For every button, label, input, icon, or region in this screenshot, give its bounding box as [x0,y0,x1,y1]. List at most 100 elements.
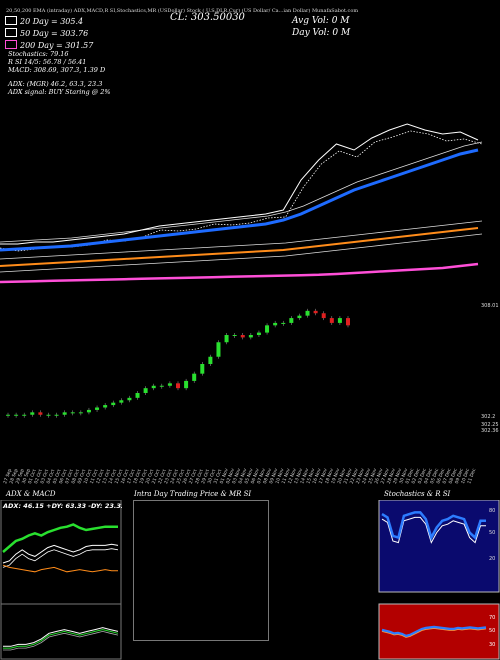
candle-body [273,322,278,326]
candle-body [135,393,140,398]
candle-body [159,385,164,387]
date-tick-label: 30 Nov [398,467,409,484]
price-line [0,123,479,245]
date-tick-label: 24 Nov [361,467,372,484]
date-tick-label: 14 Oct [107,468,118,484]
date-tick-label: 03 Nov [231,467,242,484]
macd-hist-line [3,630,119,651]
date-tick-label: 10 Dec [460,467,471,484]
candle-body [329,318,334,323]
stoch-k-line [381,511,486,541]
date-tick-label: 02 Dec [411,467,422,484]
date-tick-label: 05 Oct [52,468,63,484]
sma-legend-20: 20 Day = 305.4 [5,16,83,26]
stochastics-rsi-panel: 80 50 20 70 50 30 [378,500,500,660]
candle-body [78,412,83,414]
stoch-tick-50: 50 [489,530,495,536]
date-tick-label: 22 Nov [349,467,360,484]
candle-body [111,402,116,406]
rsi-tick-30: 30 [489,642,495,648]
candle-body [62,412,67,415]
candle-body [248,335,253,338]
candle-body [240,335,245,338]
date-tick-label: 25 Oct [175,468,186,484]
price-dotted-line [0,130,483,252]
candle-body [289,318,294,323]
stochastics-readout: Stochastics: 79.16 [8,50,69,58]
date-tick-label: 28 Sep [8,468,19,485]
date-tick-label: 03 Dec [417,467,428,484]
sma-50-label: 50 Day = 303.76 [20,29,89,38]
candle-body [38,412,43,415]
intraday-panel [133,500,269,641]
adx-panel-title: ADX & MACD [6,490,56,498]
macd-line [3,627,119,647]
date-tick-label: 17 Oct [126,468,137,484]
sma-20-swatch [5,16,17,25]
candle-body [95,407,100,410]
date-tick-label: 20 Oct [145,468,156,484]
date-tick-label: 18 Oct [132,468,143,484]
stoch-tick-80: 80 [489,508,495,514]
date-tick-label: 09 Oct [76,468,87,484]
rsi-signal-line [381,628,487,638]
intraday-panel-title: Intra Day Trading Price & MR SI [134,490,252,498]
date-tick-label: 04 Dec [423,467,434,484]
date-tick-label: 13 Nov [293,467,304,484]
date-tick-label: 11 Oct [89,468,100,484]
date-tick-label: 03 Oct [39,468,50,484]
price-axis-bottom3: 302.36 [481,428,499,434]
candle-body [70,412,75,414]
date-tick-label: 09 Nov [268,467,279,484]
candle-body [151,385,156,389]
ema200-line [0,262,479,284]
adx-panel-readout: ADX: 46.15 +DY: 63.33 -DY: 23.33 [2,502,122,510]
date-tick-label: 07 Oct [64,468,75,484]
date-tick-label: 12 Oct [95,468,106,484]
adx-line [2,543,119,564]
date-tick-label: 31 Oct [213,468,224,484]
rsi-line [381,625,487,638]
date-tick-label: 15 Oct [114,468,125,484]
candle-body [208,356,213,364]
date-tick-label: 16 Oct [120,468,131,484]
date-tick-label: 19 Nov [330,467,341,484]
day-volume: Day Vol: 0 M [292,28,351,38]
date-tick-label: 08 Oct [70,468,81,484]
rsi-readout: R SI 14/5: 56.78 / 56.41 [8,58,87,66]
date-tick-label: 09 Dec [454,467,465,484]
candle-body [6,414,10,416]
date-tick-label: 30 Sep [21,468,32,485]
sma-50-swatch [5,28,17,37]
date-tick-label: 05 Nov [244,467,255,484]
date-tick-label: 28 Oct [194,468,205,484]
close-price: CL: 303.50030 [170,12,245,23]
date-tick-label: 01 Nov [219,467,230,484]
adx-macd-panel: ADX: 46.15 +DY: 63.33 -DY: 23.33 [0,500,122,660]
date-tick-label: 16 Nov [312,467,323,484]
candle-body [224,335,229,343]
date-tick-label: 08 Dec [448,467,459,484]
candle-body [346,318,350,326]
date-tick-label: 06 Dec [435,467,446,484]
date-tick-label: 11 Nov [281,467,292,484]
date-tick-label: 02 Oct [33,468,44,484]
price-axis-bottom2: 302.25 [481,422,499,428]
candle-body [297,315,302,319]
date-tick-label: 23 Nov [355,467,366,484]
date-tick-label: 10 Nov [274,467,285,484]
candle-body [103,405,108,408]
date-tick-label: 27 Nov [380,467,391,484]
candle-body [143,388,148,393]
candle-body [313,310,318,314]
candle-body [305,310,310,316]
adx-readout: ADX: (MGR) 46.2, 63.3, 23.3 [8,80,103,88]
ema50-upper-companion-line [0,220,483,260]
date-tick-label: 18 Nov [324,467,335,484]
plus-di-line [2,523,118,553]
candle-body [30,412,35,415]
candle-body [265,325,270,333]
candle-body [216,342,221,357]
candle-body [337,318,342,323]
